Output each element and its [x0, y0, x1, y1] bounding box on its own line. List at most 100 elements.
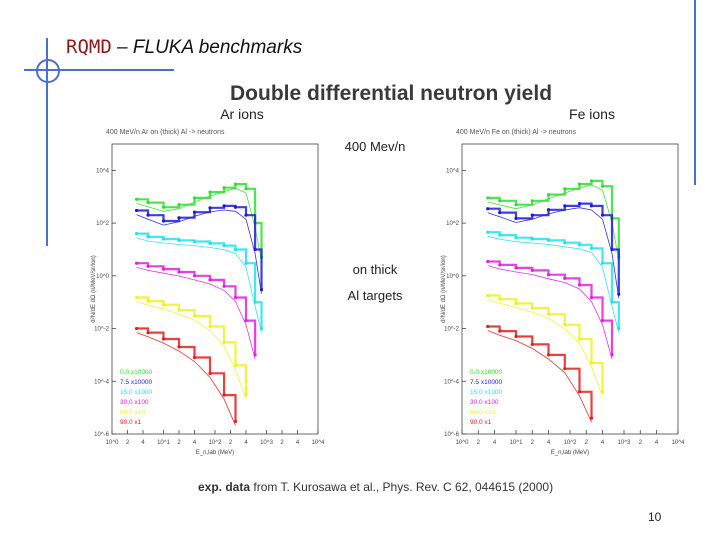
- data-point: [233, 419, 238, 424]
- y-tick-label: 10^-6: [444, 432, 459, 438]
- data-point: [222, 393, 226, 397]
- x-tick-label: 2: [639, 440, 643, 446]
- y-tick-label: 10^0: [96, 274, 109, 280]
- data-point: [177, 216, 181, 220]
- data-point: [498, 199, 502, 203]
- data-point: [577, 182, 582, 186]
- legend-entry: 0.0 x10000: [120, 369, 153, 376]
- x-tick-label: 2: [229, 440, 233, 446]
- x-tick-label: 2: [585, 440, 589, 446]
- data-point: [222, 244, 226, 248]
- data-point: [177, 203, 181, 207]
- frame-circle: [36, 59, 60, 83]
- data-point: [134, 231, 139, 236]
- data-point: [486, 207, 490, 211]
- data-point: [498, 263, 502, 267]
- data-point: [233, 295, 238, 300]
- slide-title-part2: – FLUKA benchmarks: [111, 37, 303, 58]
- series-sim-line-0: [136, 187, 262, 262]
- target-label-line1: on thick: [352, 262, 398, 277]
- series-sim-line-0: [487, 184, 620, 262]
- figure-heading: Double differential neutron yield: [230, 82, 553, 105]
- legend-entry: 7.5 x10000: [470, 379, 503, 386]
- data-point: [498, 297, 502, 301]
- x-tick-label: 10^0: [456, 440, 469, 446]
- data-point: [233, 182, 238, 186]
- data-point: [577, 390, 582, 394]
- data-point: [600, 213, 605, 217]
- series-line-3: [136, 262, 257, 355]
- frame-vertical-line-left: [46, 38, 48, 246]
- legend-entry: 90.0 x1: [120, 419, 142, 426]
- x-tick-label: 10^2: [564, 440, 577, 446]
- data-point: [146, 213, 150, 217]
- reference-caption: exp. data from T. Kurosawa et al., Phys.…: [198, 480, 553, 494]
- x-tick-label: 4: [296, 440, 300, 446]
- data-point: [589, 204, 594, 208]
- data-point: [134, 261, 139, 265]
- data-point: [486, 230, 490, 234]
- data-point: [134, 295, 139, 300]
- data-point: [610, 247, 614, 252]
- data-point: [244, 261, 248, 265]
- data-point: [486, 324, 490, 329]
- caption-rest: from T. Kurosawa et al., Phys. Rev. C 62…: [250, 480, 554, 494]
- data-point: [486, 293, 490, 298]
- y-tick-label: 10^2: [96, 221, 109, 227]
- data-point: [192, 274, 197, 278]
- data-point: [617, 292, 621, 296]
- x-axis-label: E_n,lab (MeV): [551, 450, 589, 456]
- data-point: [577, 201, 582, 206]
- data-point: [577, 243, 582, 247]
- data-point: [577, 283, 582, 287]
- data-point: [589, 416, 594, 420]
- fe-ions-plot: 400 MeV/n Fe on (thick) Al -> neutrons 10…: [441, 129, 685, 456]
- data-point: [546, 273, 551, 277]
- data-point: [589, 179, 594, 183]
- y-tick-label: 10^-2: [444, 327, 459, 333]
- data-point: [498, 329, 502, 333]
- data-point: [222, 284, 226, 288]
- data-point: [146, 235, 150, 239]
- data-point: [146, 299, 150, 303]
- frame-vertical-line-right: [694, 0, 696, 185]
- data-point: [514, 203, 518, 207]
- data-point: [589, 361, 594, 365]
- data-point: [589, 295, 594, 300]
- x-tick-label: 4: [193, 440, 197, 446]
- data-point: [530, 199, 534, 203]
- data-point: [177, 345, 181, 349]
- data-point: [233, 363, 238, 368]
- legend-entry: 30.0 x100: [120, 399, 149, 406]
- series-sim-line-1: [136, 209, 262, 294]
- data-point: [177, 238, 181, 243]
- data-point: [134, 208, 139, 213]
- data-point: [192, 239, 197, 244]
- data-point: [546, 238, 551, 243]
- data-point: [208, 241, 212, 245]
- plot-subtitle: 400 MeV/n Fe on (thick) Al -> neutrons: [456, 129, 577, 136]
- data-point: [498, 233, 502, 237]
- data-point: [577, 337, 582, 341]
- data-point: [134, 197, 139, 201]
- series-line-5: [487, 325, 593, 419]
- data-point: [486, 259, 490, 264]
- energy-label: 400 Mev/n: [344, 139, 406, 154]
- series-sim-line-2: [487, 235, 620, 333]
- data-point: [563, 204, 567, 208]
- x-tick-label: 10^3: [260, 440, 273, 446]
- data-point: [600, 390, 605, 394]
- series-line-1: [136, 204, 263, 290]
- data-point: [610, 300, 614, 304]
- data-point: [244, 213, 248, 217]
- data-point: [259, 288, 264, 292]
- page-number: 10: [648, 510, 662, 524]
- data-point: [146, 200, 150, 205]
- data-point: [222, 340, 226, 344]
- x-axis-label: E_n,lab (MeV): [196, 450, 234, 456]
- data-point: [244, 393, 248, 397]
- x-tick-label: 4: [655, 440, 659, 446]
- data-point: [530, 237, 534, 241]
- legend-entry: 60.0 x10: [470, 409, 495, 416]
- x-tick-label: 10^4: [672, 440, 685, 446]
